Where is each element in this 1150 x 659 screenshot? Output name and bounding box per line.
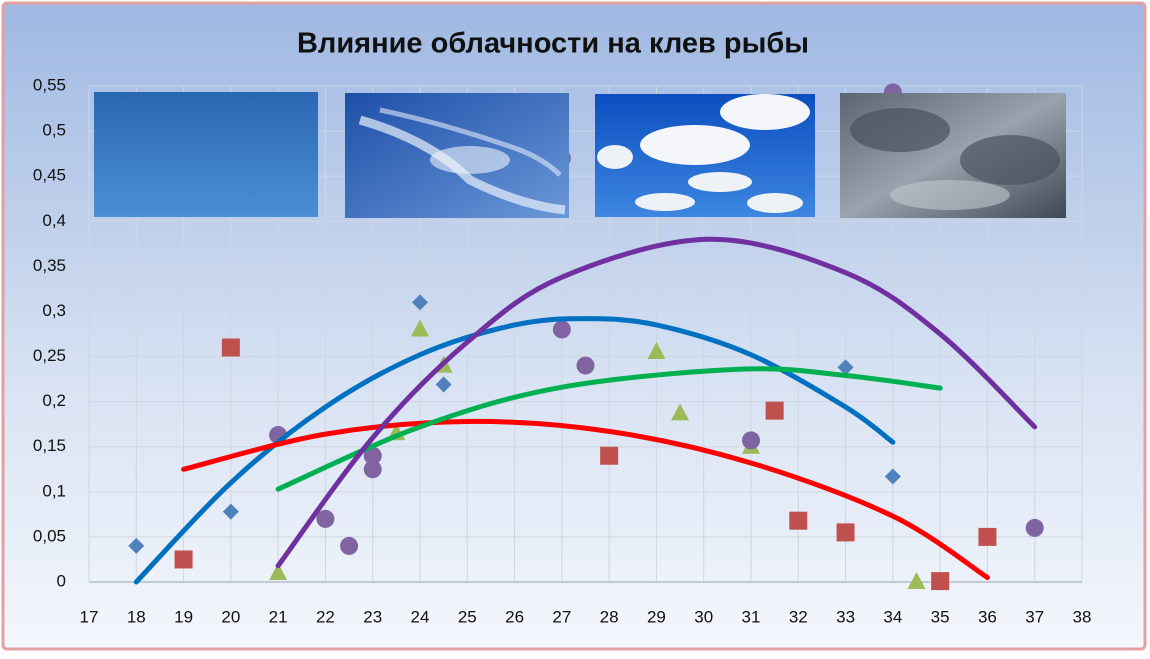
point (435, 376, 452, 393)
y-tick-label: 0,2 (42, 391, 66, 410)
x-tick-label: 30 (694, 607, 713, 626)
point (907, 572, 926, 589)
x-tick-label: 26 (505, 607, 524, 626)
x-tick-label: 35 (931, 607, 950, 626)
point (837, 359, 854, 376)
x-tick-label: 21 (269, 607, 288, 626)
point (411, 319, 429, 337)
y-tick-label: 0,1 (42, 481, 66, 500)
point (576, 356, 595, 375)
x-tick-label: 33 (836, 607, 855, 626)
point (340, 536, 359, 555)
x-tick-label: 20 (221, 607, 240, 626)
x-tick-label: 25 (458, 607, 477, 626)
trendline (181, 418, 990, 580)
chart-title: Влияние облачности на клев рыбы (297, 28, 809, 60)
point (931, 572, 950, 591)
y-tick-label: 0,5 (42, 121, 66, 140)
x-tick-label: 19 (174, 607, 193, 626)
x-tick-label: 24 (411, 607, 430, 626)
point (128, 537, 145, 554)
x-tick-label: 32 (789, 607, 808, 626)
x-tick-label: 31 (742, 607, 761, 626)
point (671, 403, 690, 421)
y-tick-label: 0,05 (33, 526, 66, 545)
x-tick-label: 28 (600, 607, 619, 626)
point (742, 431, 760, 450)
point (1025, 518, 1044, 537)
y-tick-label: 0,25 (33, 346, 66, 365)
x-tick-label: 36 (978, 607, 997, 626)
point (412, 294, 428, 311)
x-tick-label: 23 (363, 607, 382, 626)
x-tick-label: 22 (316, 607, 335, 626)
point (789, 511, 808, 530)
y-tick-label: 0,35 (33, 256, 66, 275)
point (765, 401, 784, 420)
point (884, 468, 901, 485)
y-tick-label: 0,4 (42, 211, 66, 230)
point (978, 527, 997, 546)
x-tick-label: 34 (883, 607, 902, 626)
y-tick-label: 0,15 (33, 436, 66, 455)
point (600, 446, 619, 465)
point (363, 460, 382, 479)
point (363, 446, 382, 465)
cloud-pictures (94, 92, 1066, 218)
y-tick-label: 0,3 (42, 301, 66, 320)
point (174, 550, 193, 569)
cirrus-picture (345, 93, 569, 218)
x-tick-label: 37 (1025, 607, 1044, 626)
point (647, 342, 666, 360)
x-tick-label: 27 (552, 607, 571, 626)
point (316, 509, 335, 528)
y-tick-label: 0,45 (33, 166, 66, 185)
trendline (275, 366, 943, 492)
point (222, 503, 239, 520)
point (269, 562, 288, 580)
x-tick-label: 17 (80, 607, 99, 626)
overcast-picture (840, 93, 1066, 218)
x-tick-label: 18 (127, 607, 146, 626)
y-tick-label: 0 (57, 571, 66, 590)
trendline (275, 236, 1038, 569)
cumulus-picture (595, 94, 815, 217)
x-tick-label: 38 (1073, 607, 1092, 626)
point (221, 338, 240, 357)
point (552, 320, 571, 339)
x-tick-label: 29 (647, 607, 666, 626)
y-tick-label: 0,55 (33, 75, 66, 94)
point (836, 523, 855, 542)
clear-sky-picture (94, 92, 318, 217)
plot (128, 83, 1044, 591)
